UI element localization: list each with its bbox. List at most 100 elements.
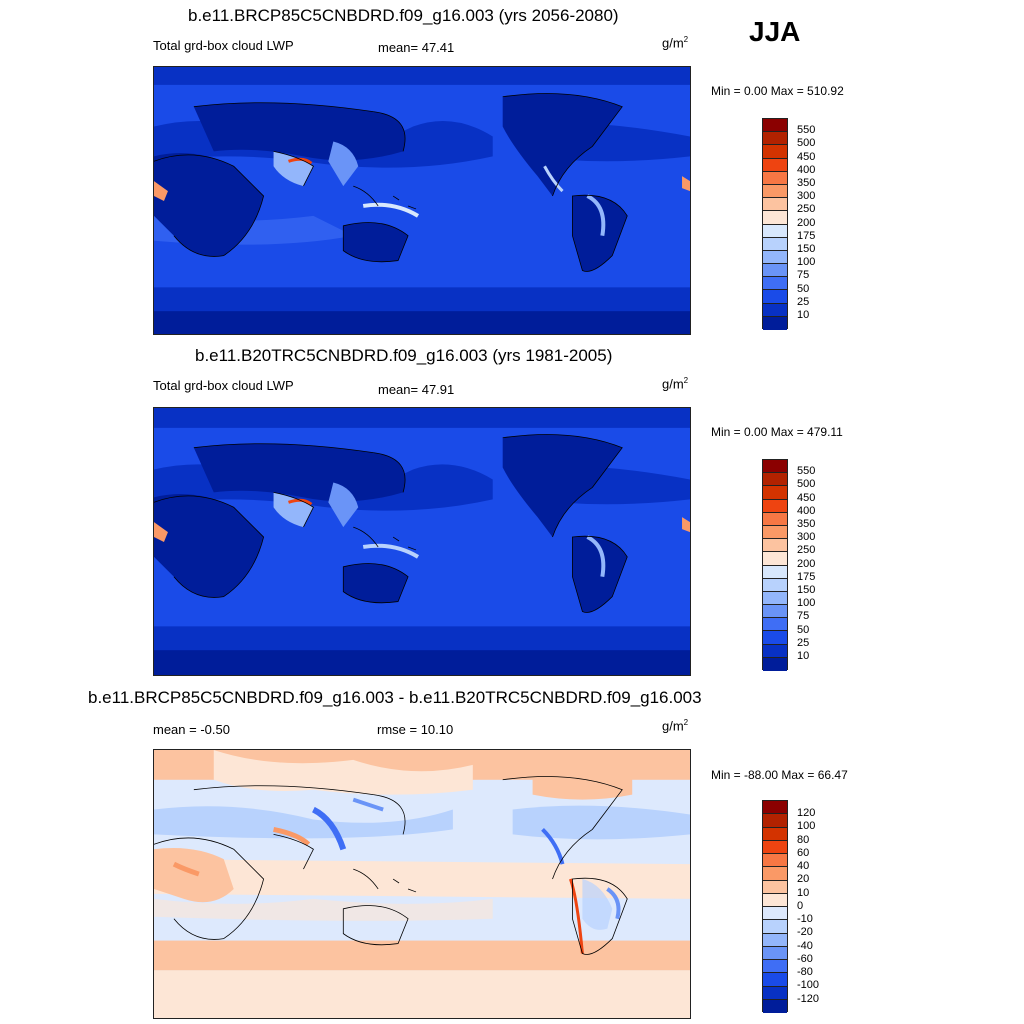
panel3-colorbar-swatch [763,960,787,974]
panel1-minmax: Min = 0.00 Max = 510.92 [711,84,844,98]
panel3-colorbar-label: -20 [797,926,813,938]
panel1-title: b.e11.BRCP85C5CNBDRD.f09_g16.003 (yrs 20… [188,6,619,25]
panel2-colorbar-label: 400 [797,505,816,517]
panel3-colorbar-label: -10 [797,913,813,925]
panel1-colorbar-swatch [763,211,787,225]
panel1-colorbar-swatch [763,171,787,185]
panel1-colorbar-swatch [763,303,787,317]
panel2-colorbar-swatch [763,512,787,526]
panel2-colorbar-swatch [763,525,787,540]
panel3-mean-label: mean = -0.50 [153,722,230,737]
panel1-colorbar [762,118,788,330]
panel1-colorbar-swatch [763,290,787,304]
panel1-colorbar-swatch [763,145,787,159]
panel3-colorbar-swatch [763,893,787,907]
panel1-colorbar-label: 300 [797,190,816,202]
panel1-colorbar-label: 50 [797,283,810,295]
panel1-colorbar-label: 350 [797,177,816,189]
panel2-colorbar-swatch [763,499,787,513]
season-label: JJA [749,16,801,47]
panel3-colorbar-swatch [763,946,787,960]
panel3-colorbar-swatch [763,920,787,934]
panel2-units: g/m2 [662,376,689,392]
panel1-colorbar-swatch [763,316,787,330]
panel2-colorbar-label: 200 [797,558,816,570]
panel1-colorbar-label: 25 [797,296,810,308]
panel2-minmax: Min = 0.00 Max = 479.11 [711,425,843,439]
panel3-colorbar-label: 120 [797,807,816,819]
panel1-mean-label: mean= 47.41 [378,40,455,55]
panel1-colorbar-label: 100 [797,256,816,268]
panel3-colorbar-label: 20 [797,873,810,885]
panel2-map [153,407,691,676]
panel1-colorbar-swatch [763,132,787,146]
panel1-colorbar-label: 75 [797,269,810,281]
panel3-colorbar-label: 10 [797,887,810,899]
panel2-colorbar-swatch [763,591,787,606]
panel2-colorbar-swatch [763,539,787,553]
panel3-colorbar-swatch [763,880,787,894]
panel2-colorbar-label: 500 [797,478,816,490]
panel2-colorbar-label: 150 [797,584,816,596]
panel3-colorbar [762,800,788,1013]
panel1-colorbar-swatch [763,277,787,291]
panel1-colorbar-label: 250 [797,203,816,215]
panel3-colorbar-swatch [763,867,787,881]
panel2-colorbar-swatch [763,473,787,487]
panel1-colorbar-label: 400 [797,164,816,176]
panel2-colorbar-label: 175 [797,571,816,583]
panel2-colorbar-label: 10 [797,650,810,662]
panel3-colorbar-swatch [763,814,787,828]
panel2-mean-label: mean= 47.91 [378,382,455,397]
panel2-colorbar-label: 300 [797,531,816,543]
panel3-colorbar-label: -40 [797,940,813,952]
panel2-colorbar-swatch [763,605,787,619]
panel3-colorbar-label: 60 [797,847,810,859]
panel1-colorbar-swatch [763,198,787,212]
panel2-colorbar-label: 250 [797,544,816,556]
panel2-colorbar-swatch [763,460,787,474]
panel3-colorbar-swatch [763,827,787,841]
panel1-colorbar-swatch [763,237,787,251]
panel2-colorbar-label: 450 [797,492,816,504]
panel1-map [153,66,691,335]
panel3-colorbar-label: -60 [797,953,813,965]
panel2-colorbar-label: 25 [797,637,810,649]
panel1-colorbar-swatch [763,250,787,265]
panel2-colorbar-label: 50 [797,624,810,636]
panel3-colorbar-label: -100 [797,979,820,991]
panel3-title: b.e11.BRCP85C5CNBDRD.f09_g16.003 - b.e11… [88,688,702,707]
panel3-colorbar-swatch [763,933,787,947]
panel1-units: g/m2 [662,35,689,51]
panel2-colorbar-label: 350 [797,518,816,530]
panel2-colorbar-label: 550 [797,465,816,477]
panel1-colorbar-swatch [763,264,787,278]
panel3-colorbar-label: 80 [797,834,810,846]
panel3-colorbar-label: 0 [797,900,804,912]
panel2-title: b.e11.B20TRC5CNBDRD.f09_g16.003 (yrs 198… [195,346,613,365]
panel1-colorbar-label: 10 [797,309,810,321]
panel2-colorbar [762,459,788,671]
panel1-colorbar-swatch [763,158,787,172]
panel3-colorbar-swatch [763,854,787,868]
panel2-variable-label: Total grd-box cloud LWP [153,378,294,393]
panel1-colorbar-label: 200 [797,217,816,229]
panel3-minmax: Min = -88.00 Max = 66.47 [711,768,848,782]
panel3-units: g/m2 [662,718,689,734]
panel3-colorbar-label: 100 [797,820,816,832]
panel2-colorbar-label: 75 [797,610,810,622]
panel3-rmse-label: rmse = 10.10 [377,722,454,737]
panel3-colorbar-swatch [763,986,787,1000]
panel3-colorbar-swatch [763,907,787,921]
panel3-colorbar-swatch [763,801,787,815]
panel1-colorbar-label: 500 [797,137,816,149]
panel1-colorbar-label: 550 [797,124,816,136]
panel1-colorbar-label: 150 [797,243,816,255]
panel3-colorbar-label: -120 [797,993,820,1005]
panel3-map [153,749,691,1019]
panel2-colorbar-swatch [763,578,787,592]
panel1-colorbar-swatch [763,119,787,133]
panel3-colorbar-swatch [763,973,787,987]
panel3-colorbar-swatch [763,840,787,854]
panel1-colorbar-swatch [763,224,787,238]
